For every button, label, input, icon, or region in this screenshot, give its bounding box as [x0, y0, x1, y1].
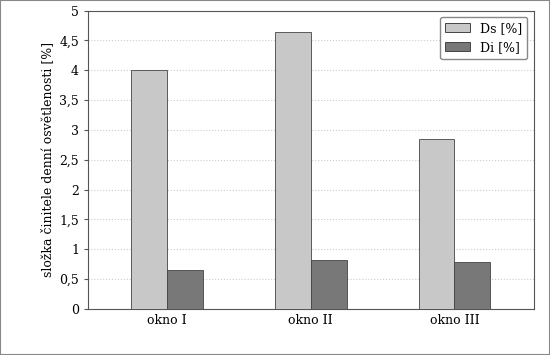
Bar: [275, 32, 311, 309]
Bar: [454, 262, 491, 309]
Bar: [419, 139, 454, 309]
Bar: [131, 70, 167, 309]
Y-axis label: složka činitele denní osvětlenosti [%]: složka činitele denní osvětlenosti [%]: [41, 42, 54, 277]
Bar: [311, 260, 346, 309]
Bar: [167, 270, 203, 309]
Legend: Ds [%], Di [%]: Ds [%], Di [%]: [440, 17, 527, 59]
